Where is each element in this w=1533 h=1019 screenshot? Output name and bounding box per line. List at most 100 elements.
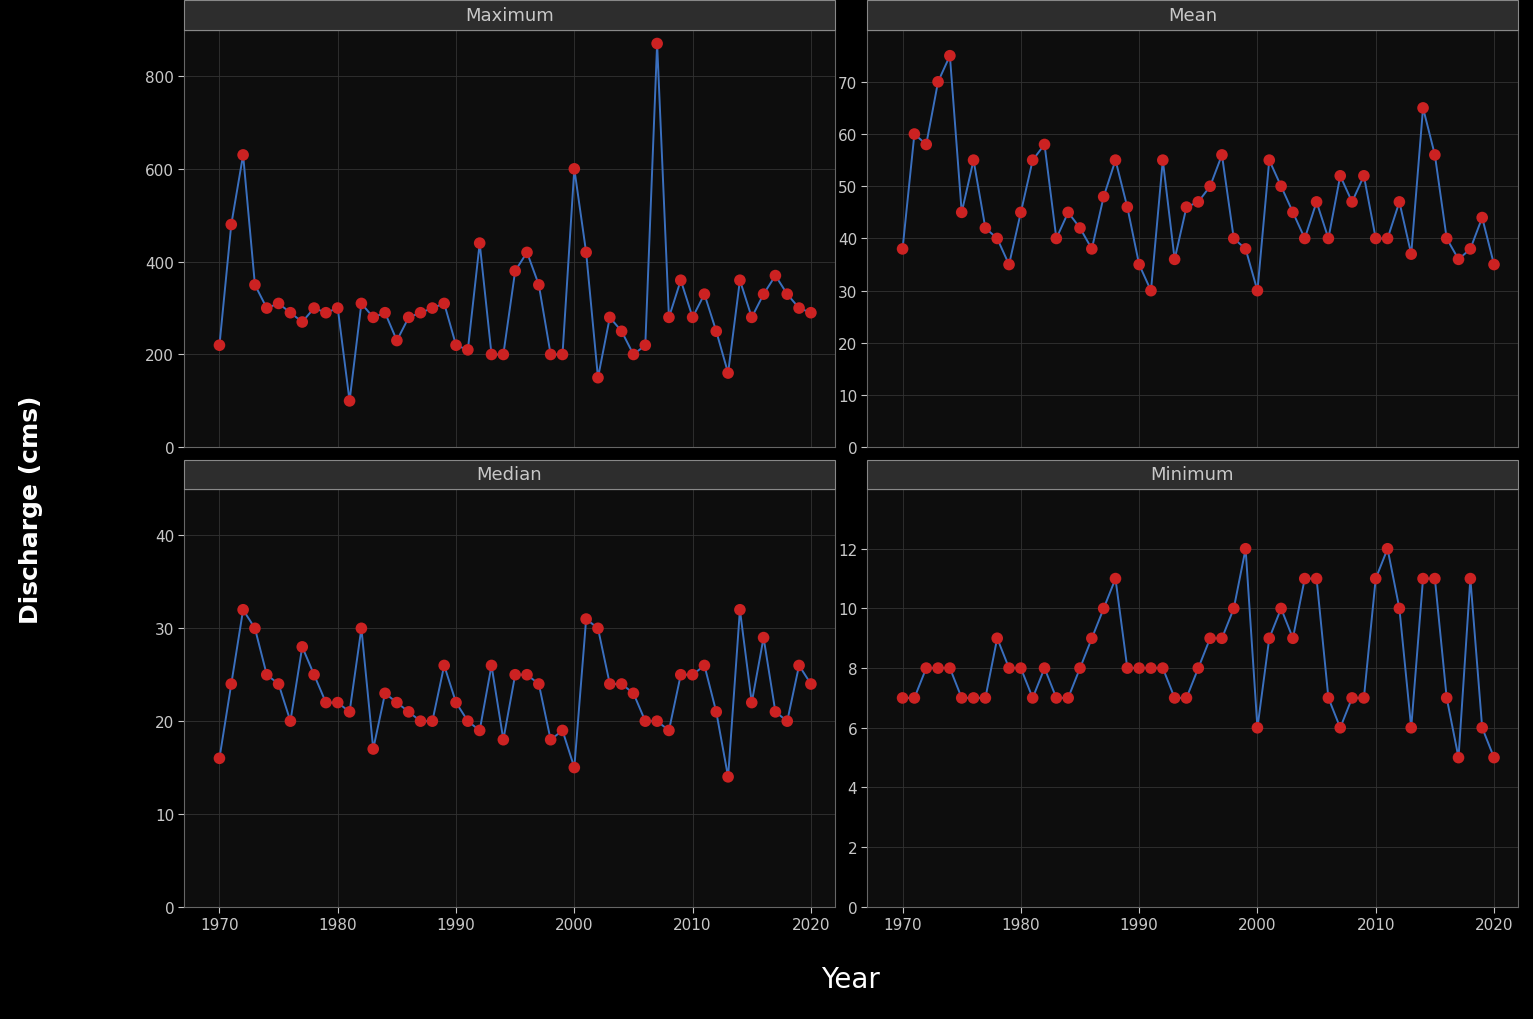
Point: [961, 690, 986, 706]
Point: [1056, 690, 1081, 706]
Point: [1446, 750, 1470, 766]
Point: [645, 713, 670, 730]
Point: [360, 310, 385, 326]
Point: [360, 741, 385, 757]
Point: [1410, 101, 1435, 117]
Point: [1210, 148, 1234, 164]
Point: [961, 153, 986, 169]
Point: [1127, 660, 1151, 677]
Point: [1245, 719, 1269, 736]
Point: [776, 713, 800, 730]
Text: Discharge (cms): Discharge (cms): [18, 395, 43, 624]
Point: [385, 695, 409, 711]
Point: [739, 310, 763, 326]
Point: [455, 342, 480, 359]
Point: [550, 347, 575, 364]
Point: [290, 315, 314, 331]
Point: [408, 713, 432, 730]
Point: [1162, 690, 1187, 706]
Point: [1352, 690, 1377, 706]
Point: [716, 769, 740, 786]
Point: [1387, 600, 1412, 616]
Point: [1079, 631, 1104, 647]
Point: [926, 660, 950, 677]
Point: [586, 621, 610, 637]
Point: [538, 732, 563, 748]
Point: [1317, 231, 1341, 248]
Point: [1458, 571, 1482, 587]
Text: Mean: Mean: [1168, 7, 1217, 24]
Point: [1257, 153, 1282, 169]
Point: [1375, 231, 1400, 248]
Point: [1470, 210, 1495, 226]
Point: [996, 257, 1021, 273]
Point: [1482, 750, 1507, 766]
FancyBboxPatch shape: [184, 461, 834, 489]
Point: [891, 242, 915, 258]
Point: [1292, 231, 1317, 248]
Point: [373, 686, 397, 702]
Point: [397, 310, 422, 326]
Point: [1317, 690, 1341, 706]
Point: [1410, 571, 1435, 587]
Point: [207, 750, 231, 766]
Point: [1482, 257, 1507, 273]
Point: [1269, 600, 1294, 616]
Point: [1197, 631, 1222, 647]
Point: [914, 660, 938, 677]
Point: [550, 722, 575, 739]
Point: [926, 74, 950, 91]
Point: [656, 310, 681, 326]
Point: [231, 148, 256, 164]
Point: [1127, 257, 1151, 273]
Point: [397, 704, 422, 720]
Point: [526, 277, 550, 293]
Text: Minimum: Minimum: [1151, 466, 1234, 484]
Point: [1151, 153, 1176, 169]
Point: [503, 264, 527, 280]
Point: [1446, 252, 1470, 268]
Point: [563, 759, 587, 775]
Point: [385, 333, 409, 350]
Point: [799, 306, 823, 322]
Point: [1305, 571, 1329, 587]
Point: [609, 324, 633, 340]
Point: [1174, 690, 1199, 706]
Point: [633, 337, 658, 354]
Point: [325, 695, 350, 711]
Point: [302, 666, 327, 683]
Point: [973, 221, 998, 237]
Point: [1375, 541, 1400, 557]
Point: [480, 657, 504, 674]
Point: [996, 660, 1021, 677]
Point: [1280, 205, 1305, 221]
Point: [1340, 195, 1364, 211]
Point: [1174, 200, 1199, 216]
Point: [219, 677, 244, 693]
Point: [443, 695, 468, 711]
Point: [1044, 231, 1069, 248]
Point: [1139, 283, 1164, 300]
Point: [973, 690, 998, 706]
Point: [491, 732, 515, 748]
Point: [681, 310, 705, 326]
Point: [1162, 252, 1187, 268]
Point: [432, 296, 457, 312]
Point: [443, 337, 468, 354]
Point: [763, 268, 788, 284]
Point: [1222, 231, 1246, 248]
Point: [325, 301, 350, 317]
Point: [609, 677, 633, 693]
Point: [1423, 571, 1447, 587]
Point: [949, 205, 973, 221]
Point: [786, 657, 811, 674]
Point: [1305, 195, 1329, 211]
Point: [1387, 195, 1412, 211]
Point: [1069, 660, 1093, 677]
Point: [1032, 660, 1056, 677]
Point: [1104, 571, 1128, 587]
Point: [949, 690, 973, 706]
Point: [1139, 660, 1164, 677]
Point: [573, 245, 598, 261]
Point: [1328, 719, 1352, 736]
